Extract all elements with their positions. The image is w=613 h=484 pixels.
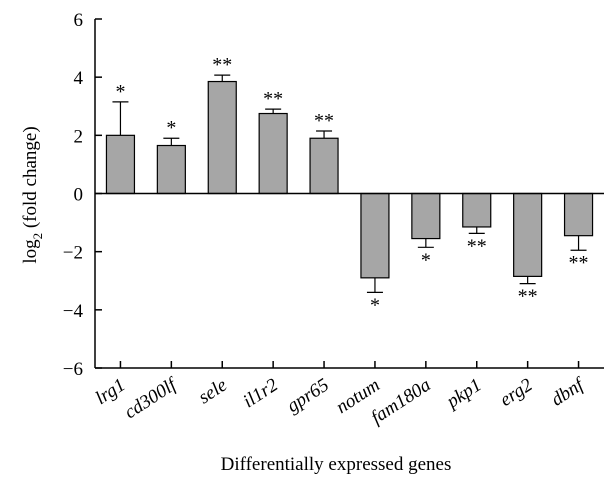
category-label: erg2 (496, 374, 536, 410)
bar (156, 144, 186, 195)
bars (105, 80, 594, 279)
bar (411, 192, 441, 240)
category-label: pkp1 (441, 375, 485, 414)
bar (258, 112, 288, 195)
bar (207, 80, 237, 195)
category-label: cd300lf (121, 373, 183, 423)
significance-labels: **************** (115, 54, 588, 316)
significance-label: ** (212, 54, 232, 76)
error-bars (112, 74, 587, 293)
y-tick-label: 6 (74, 10, 84, 31)
y-axis-title-suffix: (fold change) (20, 126, 41, 233)
category-label: gpr65 (283, 375, 333, 417)
significance-label: ** (569, 252, 589, 274)
significance-label: * (166, 117, 176, 139)
y-tick-label: 2 (74, 126, 84, 147)
y-tick-label: −2 (63, 243, 83, 264)
y-axis-title-subscript: 2 (30, 233, 45, 240)
bar (360, 192, 390, 279)
significance-label: ** (314, 110, 334, 132)
y-tick-label: 4 (74, 68, 84, 89)
significance-label: * (115, 81, 125, 103)
x-axis-title: Differentially expressed genes (221, 454, 452, 475)
significance-label: * (421, 249, 431, 271)
bar (563, 192, 594, 237)
significance-label: ** (467, 235, 487, 257)
bar (462, 192, 492, 228)
y-tick-label: 0 (74, 185, 84, 206)
significance-label: ** (518, 286, 538, 308)
y-axis-title: log2 (fold change) (20, 126, 45, 263)
category-label: sele (195, 375, 231, 409)
significance-label: ** (263, 88, 283, 110)
bar (513, 192, 543, 277)
y-tick-label: −6 (63, 359, 83, 380)
bar (105, 134, 136, 195)
y-tick-labels: −6 −4 −2 0 2 4 6 (63, 10, 84, 380)
bar (309, 137, 339, 195)
y-axis-title-prefix: log (20, 239, 41, 264)
significance-label: * (370, 294, 380, 316)
category-label: dbnf (548, 373, 590, 410)
x-axis (95, 361, 604, 369)
category-label: il1r2 (239, 374, 282, 412)
y-tick-label: −4 (63, 301, 84, 322)
